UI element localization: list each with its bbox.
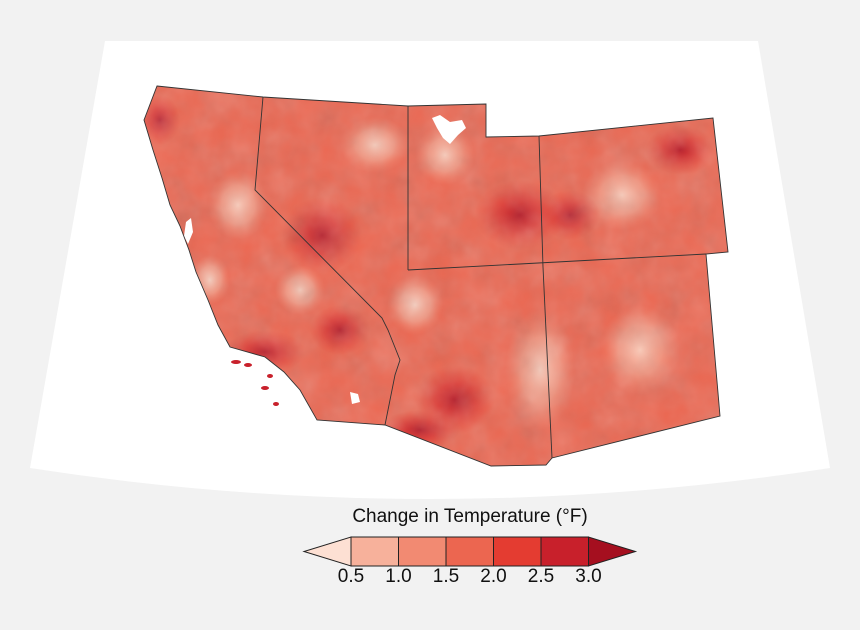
- legend-tick-label: 2.0: [480, 566, 507, 587]
- channel-islands: [231, 360, 279, 406]
- four-corners-east-west: [407, 253, 707, 271]
- utah-colorado-border: [538, 135, 544, 268]
- state-borders: [143, 85, 729, 467]
- land-fill: [144, 86, 728, 466]
- legend-tick-label: 2.5: [527, 566, 555, 587]
- legend-tick-label: 1.5: [432, 566, 460, 587]
- legend-tick-label: 3.0: [575, 566, 602, 587]
- bay-area: [184, 218, 193, 244]
- legend-title: Change in Temperature (°F): [352, 506, 588, 527]
- salton-sea: [350, 392, 360, 404]
- legend-tick-label: 0.5: [337, 566, 365, 587]
- legend-tick-label: 1.0: [385, 566, 412, 587]
- arizona-new-mexico-border: [542, 266, 553, 459]
- california-nevada-border: [254, 96, 401, 426]
- great-salt-lake: [432, 115, 466, 144]
- region-outline: [143, 85, 729, 467]
